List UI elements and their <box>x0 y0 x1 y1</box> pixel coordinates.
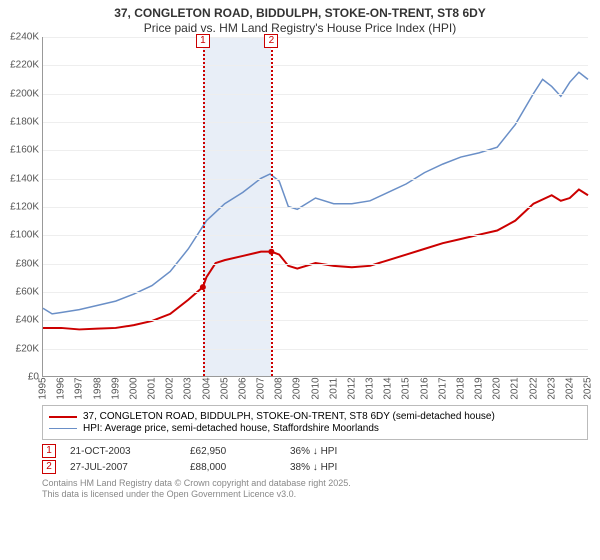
x-axis-label: 2015 <box>401 377 412 399</box>
gridline <box>43 207 588 208</box>
marker-price: £62,950 <box>190 446 290 457</box>
x-axis-label: 2021 <box>510 377 521 399</box>
x-axis-label: 2008 <box>274 377 285 399</box>
gridline <box>43 65 588 66</box>
x-axis-label: 2014 <box>383 377 394 399</box>
gridline <box>43 150 588 151</box>
marker-date: 21-OCT-2003 <box>70 446 190 457</box>
marker-line <box>203 37 205 376</box>
x-axis-label: 2001 <box>147 377 158 399</box>
x-axis-label: 2012 <box>346 377 357 399</box>
footer-line: Contains HM Land Registry data © Crown c… <box>42 478 588 489</box>
gridline <box>43 179 588 180</box>
marker-date: 27-JUL-2007 <box>70 462 190 473</box>
marker-id-box: 1 <box>42 444 56 458</box>
x-axis-label: 1995 <box>38 377 49 399</box>
x-axis-label: 2013 <box>365 377 376 399</box>
legend-item: HPI: Average price, semi-detached house,… <box>49 423 581 434</box>
chart-container: 37, CONGLETON ROAD, BIDDULPH, STOKE-ON-T… <box>0 0 600 560</box>
marker-table-row: 2 27-JUL-2007£88,00038% ↓ HPI <box>42 460 588 474</box>
y-axis-label: £0 <box>1 372 39 383</box>
title-subtitle: Price paid vs. HM Land Registry's House … <box>10 21 590 35</box>
x-axis-label: 2025 <box>583 377 594 399</box>
x-axis-label: 1999 <box>110 377 121 399</box>
series-hpi <box>43 72 588 314</box>
marker-delta: 36% ↓ HPI <box>290 446 390 457</box>
x-axis-label: 2004 <box>201 377 212 399</box>
y-axis-label: £200K <box>1 88 39 99</box>
gridline <box>43 235 588 236</box>
marker-delta: 38% ↓ HPI <box>290 462 390 473</box>
y-axis-label: £140K <box>1 173 39 184</box>
x-axis-label: 2007 <box>256 377 267 399</box>
y-axis-label: £180K <box>1 117 39 128</box>
marker-label: 2 <box>264 34 278 48</box>
x-axis-label: 2024 <box>564 377 575 399</box>
x-axis-label: 2010 <box>310 377 321 399</box>
y-axis-label: £20K <box>1 343 39 354</box>
x-axis-label: 2011 <box>328 378 339 400</box>
y-axis-label: £80K <box>1 258 39 269</box>
x-axis-label: 2020 <box>492 377 503 399</box>
x-axis-label: 2000 <box>128 377 139 399</box>
x-axis-label: 1998 <box>92 377 103 399</box>
y-axis-label: £120K <box>1 202 39 213</box>
legend-swatch <box>49 416 77 418</box>
x-axis-label: 2005 <box>219 377 230 399</box>
y-axis-label: £220K <box>1 60 39 71</box>
plot-region: £0£20K£40K£60K£80K£100K£120K£140K£160K£1… <box>42 37 588 377</box>
gridline <box>43 94 588 95</box>
x-axis-label: 2016 <box>419 377 430 399</box>
gridline <box>43 37 588 38</box>
x-axis-label: 2019 <box>474 377 485 399</box>
marker-price: £88,000 <box>190 462 290 473</box>
legend-item: 37, CONGLETON ROAD, BIDDULPH, STOKE-ON-T… <box>49 411 581 422</box>
y-axis-label: £160K <box>1 145 39 156</box>
x-axis-label: 2022 <box>528 377 539 399</box>
gridline <box>43 122 588 123</box>
marker-table: 1 21-OCT-2003£62,95036% ↓ HPI 2 27-JUL-2007… <box>42 444 588 474</box>
y-axis-label: £40K <box>1 315 39 326</box>
marker-id-box: 2 <box>42 460 56 474</box>
gridline <box>43 320 588 321</box>
legend-box: 37, CONGLETON ROAD, BIDDULPH, STOKE-ON-T… <box>42 405 588 440</box>
legend-label: HPI: Average price, semi-detached house,… <box>83 423 379 434</box>
x-axis-label: 1997 <box>74 377 85 399</box>
footer-line: This data is licensed under the Open Gov… <box>42 489 588 500</box>
gridline <box>43 264 588 265</box>
y-axis-label: £100K <box>1 230 39 241</box>
x-axis-label: 2017 <box>437 377 448 399</box>
legend-swatch <box>49 428 77 429</box>
legend-label: 37, CONGLETON ROAD, BIDDULPH, STOKE-ON-T… <box>83 411 495 422</box>
gridline <box>43 349 588 350</box>
title-address: 37, CONGLETON ROAD, BIDDULPH, STOKE-ON-T… <box>10 6 590 20</box>
x-axis-label: 2003 <box>183 377 194 399</box>
footer-attribution: Contains HM Land Registry data © Crown c… <box>42 478 588 500</box>
marker-label: 1 <box>196 34 210 48</box>
x-axis-label: 2006 <box>237 377 248 399</box>
x-axis-label: 2023 <box>546 377 557 399</box>
y-axis-label: £60K <box>1 287 39 298</box>
title-block: 37, CONGLETON ROAD, BIDDULPH, STOKE-ON-T… <box>0 0 600 37</box>
x-axis-label: 2018 <box>455 377 466 399</box>
x-axis-label: 1996 <box>56 377 67 399</box>
gridline <box>43 292 588 293</box>
marker-line <box>271 37 273 376</box>
y-axis-label: £240K <box>1 32 39 43</box>
x-axis-label: 2009 <box>292 377 303 399</box>
chart-area: £0£20K£40K£60K£80K£100K£120K£140K£160K£1… <box>42 37 588 397</box>
series-property <box>43 190 588 330</box>
x-axis-label: 2002 <box>165 377 176 399</box>
marker-table-row: 1 21-OCT-2003£62,95036% ↓ HPI <box>42 444 588 458</box>
